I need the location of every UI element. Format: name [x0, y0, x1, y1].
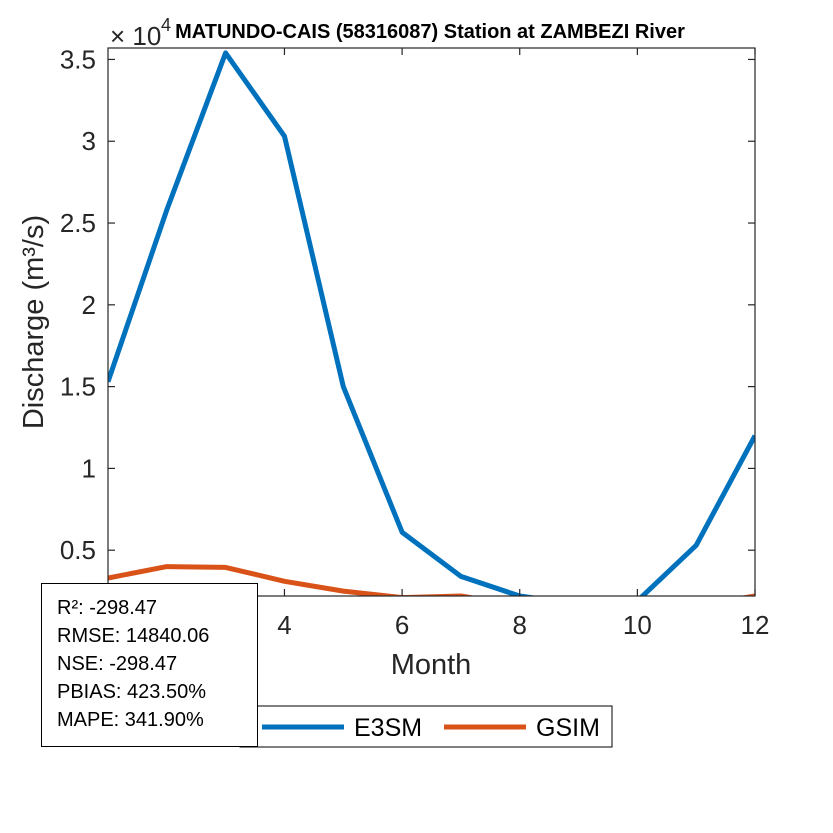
- axes-box: [107, 47, 756, 597]
- series-line-gsim: [108, 564, 755, 596]
- y-tick-label: 2: [82, 290, 96, 320]
- stat-mape: MAPE: 341.90%: [57, 709, 204, 731]
- chart-title: MATUNDO-CAIS (58316087) Station at ZAMBE…: [175, 21, 685, 43]
- plot-area: [108, 48, 755, 596]
- y-axis-exponent: × 10: [110, 21, 161, 51]
- y-tick-label: 0.5: [60, 535, 96, 565]
- stat-rmse: RMSE: 14840.06: [57, 625, 210, 647]
- stat-r2: R²: -298.47: [57, 597, 158, 619]
- plot-background: [108, 48, 755, 596]
- x-tick-label: 8: [512, 610, 526, 640]
- legend-label-e3sm: E3SM: [354, 714, 422, 742]
- y-axis-exponent-power: 4: [161, 15, 171, 35]
- y-tick-label: 1.5: [60, 372, 96, 402]
- y-tick-label: 3: [82, 126, 96, 156]
- stat-nse: NSE: -298.47: [57, 653, 178, 675]
- legend: E3SM GSIM: [239, 705, 613, 748]
- stats-box: R²: -298.47 RMSE: 14840.06 NSE: -298.47 …: [41, 583, 258, 747]
- x-tick-label: 6: [395, 610, 409, 640]
- y-tick-label: 1: [82, 453, 96, 483]
- x-tick-label: 10: [623, 610, 652, 640]
- legend-label-gsim: GSIM: [536, 714, 600, 742]
- stat-pbias: PBIAS: 423.50%: [57, 681, 206, 703]
- x-axis-label: Month: [391, 649, 472, 681]
- y-tick-label: 2.5: [60, 208, 96, 238]
- y-axis-label: Discharge (m³/s): [18, 215, 50, 429]
- series-line-e3sm: [108, 50, 755, 596]
- y-tick-label: 3.5: [60, 44, 96, 74]
- x-tick-label: 4: [277, 610, 291, 640]
- x-tick-label: 12: [741, 610, 770, 640]
